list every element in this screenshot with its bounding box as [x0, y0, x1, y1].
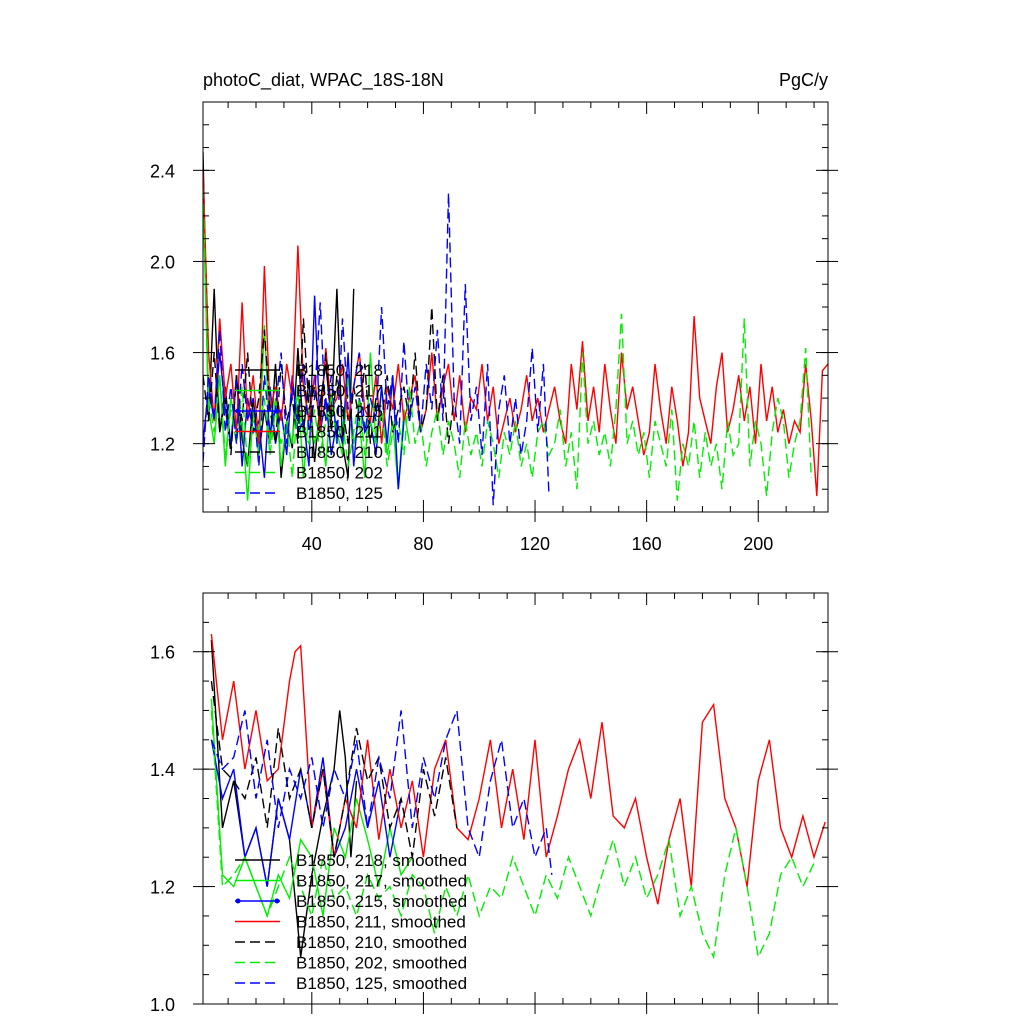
x-tick-label: 120	[520, 534, 550, 554]
legend-label: B1850, 215, smoothed	[296, 892, 467, 911]
legend-label: B1850, 215	[296, 402, 383, 421]
legend-label: B1850, 210, smoothed	[296, 933, 467, 952]
series-line-6	[210, 710, 553, 875]
bottom-axes-layer: 1.0 1.2 1.4 1.6	[150, 592, 838, 1015]
y-tick-label: 1.0	[150, 995, 175, 1015]
legend-label: B1850, 202	[296, 464, 383, 483]
series-line-3	[210, 634, 826, 905]
series-line-0	[210, 639, 358, 958]
bottom-panel: 1.01.21.41.6 B1850, 218, smoothedB1850, …	[150, 592, 838, 1015]
legend-label: B1850, 217	[296, 382, 383, 401]
series-line-6	[203, 193, 550, 506]
y-tick-label: 2.4	[150, 161, 175, 181]
top-axes-layer: 40 80 120 160 200 1.2 1.6 2.0 2.4	[150, 101, 838, 554]
y-tick-label: 1.6	[150, 344, 175, 364]
top-chart-title: photoC_diat, WPAC_18S-18N	[203, 70, 444, 91]
x-tick-label: 200	[743, 534, 773, 554]
legend-label: B1850, 217, smoothed	[296, 872, 467, 891]
legend-marker	[274, 898, 280, 904]
y-tick-label: 1.4	[150, 760, 175, 780]
legend-marker	[235, 898, 241, 904]
y-tick-label: 2.0	[150, 252, 175, 272]
x-tick-label: 80	[413, 534, 433, 554]
legend-label: B1850, 202, smoothed	[296, 954, 467, 973]
legend-label: B1850, 125, smoothed	[296, 974, 467, 993]
top-chart-units: PgC/y	[779, 70, 828, 90]
legend-label: B1850, 211	[296, 423, 382, 442]
legend-label: B1850, 210	[296, 443, 383, 462]
legend-label: B1850, 218, smoothed	[296, 851, 467, 870]
bottom-legend: B1850, 218, smoothed B1850, 217, smoothed…	[235, 851, 467, 993]
legend-label: B1850, 211, smoothed	[296, 913, 466, 932]
series-line-5	[210, 710, 815, 960]
legend-marker	[235, 408, 241, 414]
y-tick-label: 1.6	[150, 643, 175, 663]
legend-label: B1850, 125	[296, 484, 383, 503]
legend-marker	[274, 408, 280, 414]
top-series-layer	[203, 152, 828, 506]
x-tick-label: 160	[632, 534, 662, 554]
x-tick-label: 40	[302, 534, 322, 554]
top-panel: photoC_diat, WPAC_18S-18N PgC/y 40 80 120 1…	[150, 70, 838, 554]
y-tick-label: 1.2	[150, 435, 175, 455]
bottom-series-layer	[210, 634, 826, 960]
legend-label: B1850, 218	[296, 361, 383, 380]
series-line-5	[203, 188, 812, 501]
y-tick-label: 1.2	[150, 878, 175, 898]
